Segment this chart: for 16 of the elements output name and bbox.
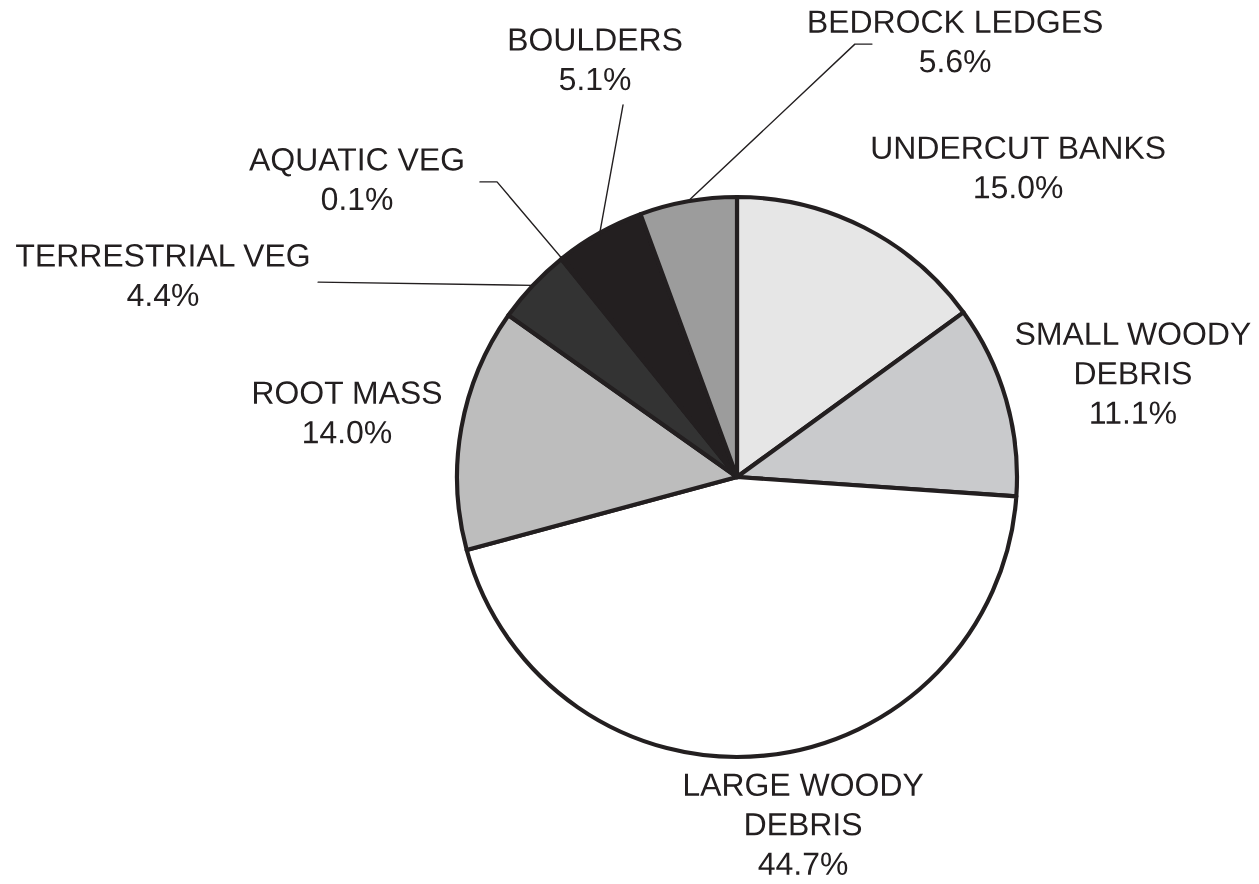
slice-label: AQUATIC VEG <box>249 148 463 177</box>
data-label: 4.4% <box>127 283 199 307</box>
data-label: 5.6% <box>919 49 991 73</box>
data-label: 14.0% <box>304 420 392 444</box>
data-label: 44.7% <box>758 852 848 875</box>
slice-label: UNDERCUT BANKS <box>872 136 1165 159</box>
slice-label: BEDROCK LEDGES <box>809 10 1102 33</box>
slice-label: TERRESTRIAL VEG <box>16 244 309 267</box>
slice-label: SMALL WOODY DEBRIS <box>1016 322 1251 385</box>
data-label: 5.1% <box>559 67 631 91</box>
slice-label: BOULDERS <box>509 28 682 51</box>
slice-label: LARGE WOODY DEBRIS <box>685 773 924 836</box>
data-label: 15.0% <box>975 175 1063 199</box>
data-label: 0.1% <box>321 187 393 211</box>
slice-label: ROOT MASS <box>254 381 442 404</box>
data-label: 11.1% <box>1091 401 1176 424</box>
